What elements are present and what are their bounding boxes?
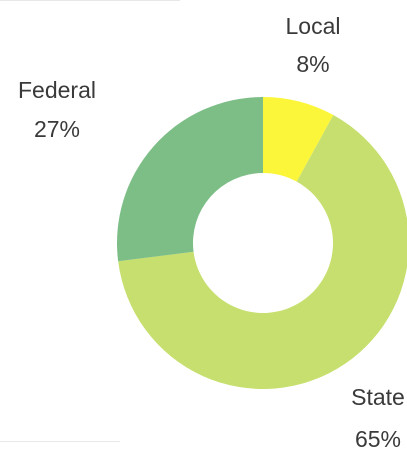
slice-value-federal: 27% xyxy=(34,116,80,142)
slice-label-federal: Federal xyxy=(18,77,96,103)
slice-state xyxy=(118,115,407,389)
top-divider xyxy=(0,0,180,1)
slice-label-local: Local xyxy=(286,13,341,39)
slice-federal xyxy=(116,96,263,262)
slice-value-state: 65% xyxy=(355,426,401,449)
slice-local xyxy=(263,97,334,182)
slice-value-local: 8% xyxy=(296,51,329,77)
bottom-divider xyxy=(0,441,120,442)
slice-label-state: State xyxy=(351,384,405,410)
